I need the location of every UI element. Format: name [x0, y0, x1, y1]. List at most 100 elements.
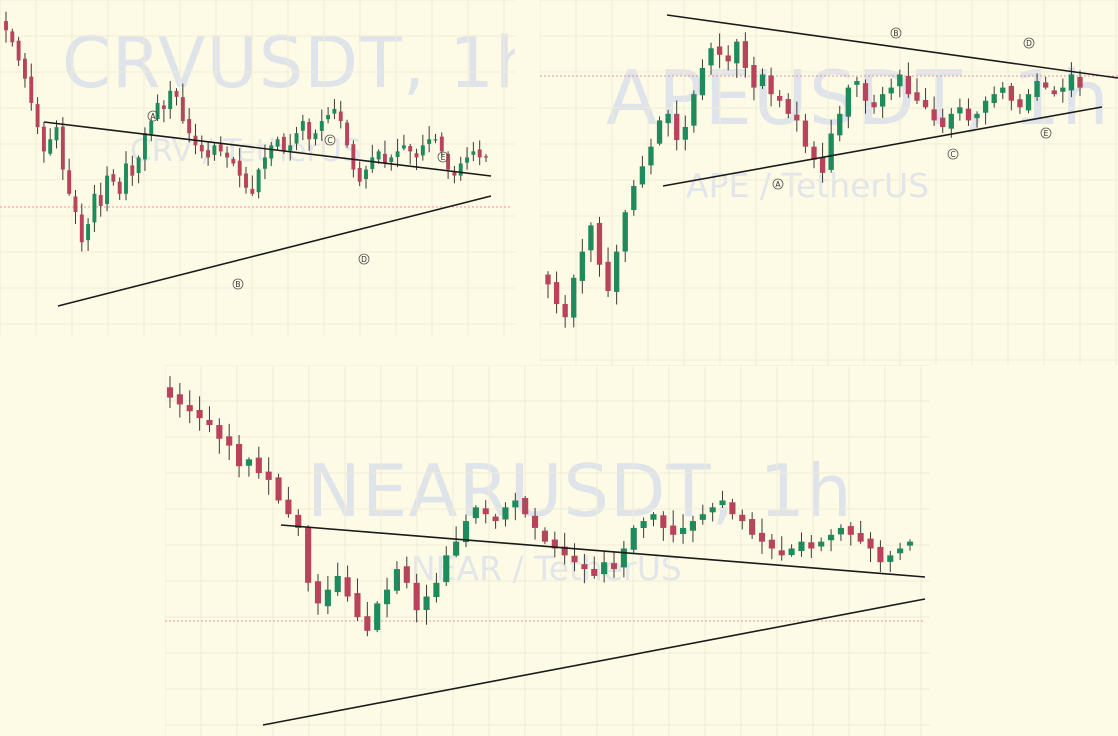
- crv-candle: [402, 145, 406, 148]
- crv-chart-panel: CRVUSDT, 1h CRV / TetherUS ABCDE: [0, 0, 515, 335]
- near-candle: [591, 569, 597, 576]
- ape-candle: [1009, 86, 1014, 101]
- ape-chart-panel: APEUSDT, 1h APE / TetherUS A B C D E: [540, 0, 1118, 365]
- near-candle: [848, 526, 854, 535]
- near-candle: [680, 528, 686, 534]
- ape-candle: [597, 223, 602, 265]
- ape-candle: [623, 212, 628, 251]
- ape-candle: [726, 55, 731, 61]
- ape-candle: [1060, 88, 1065, 92]
- crv-candle: [206, 150, 210, 157]
- ape-candle: [743, 41, 748, 68]
- near-candle: [433, 583, 439, 597]
- near-candle: [808, 542, 814, 548]
- crv-candle: [36, 104, 40, 127]
- near-candle: [877, 547, 883, 562]
- crv-candle: [4, 21, 8, 30]
- ape-candle: [614, 252, 619, 292]
- crv-candle: [187, 119, 191, 133]
- ape-lower-trendline: [663, 107, 1102, 186]
- near-candle: [473, 507, 479, 518]
- near-candle: [710, 507, 716, 512]
- near-candle: [423, 597, 429, 610]
- crv-candle: [42, 127, 46, 152]
- crv-candle: [124, 164, 128, 194]
- ape-candle: [545, 275, 550, 285]
- near-candle: [581, 564, 587, 569]
- crv-wave-label-e-letter: E: [441, 153, 446, 162]
- crv-candle: [231, 159, 235, 164]
- ape-candle: [949, 114, 954, 129]
- near-candle: [601, 562, 607, 574]
- crv-candle: [326, 115, 330, 119]
- crv-candle: [181, 97, 185, 121]
- crv-candle: [61, 127, 65, 170]
- crv-candle: [301, 121, 305, 131]
- near-candle: [621, 549, 627, 568]
- near-candle: [335, 576, 341, 592]
- ape-chart-svg: ABCDE: [540, 0, 1118, 365]
- ape-candle: [889, 88, 894, 94]
- near-candle: [216, 425, 222, 439]
- near-candle: [266, 472, 272, 480]
- near-candle: [749, 519, 755, 535]
- crv-wave-label-a-letter: A: [150, 112, 156, 121]
- crv-candle: [137, 157, 141, 173]
- ape-candle: [906, 76, 911, 94]
- ape-candle: [657, 120, 662, 143]
- ape-candle: [683, 127, 688, 140]
- ape-candle: [708, 48, 713, 65]
- ape-candle: [914, 92, 919, 100]
- near-candle: [206, 420, 212, 425]
- near-candle: [512, 500, 518, 507]
- near-candle: [779, 550, 785, 555]
- near-candle: [167, 387, 173, 397]
- ape-wave-label-a: A: [773, 179, 783, 189]
- crv-candle: [118, 182, 122, 194]
- ape-candle: [700, 68, 705, 95]
- near-candle: [828, 535, 834, 540]
- ape-candle: [863, 83, 868, 101]
- crv-wave-label-c-letter: C: [327, 136, 332, 145]
- near-candle: [641, 521, 647, 528]
- crv-candle: [111, 174, 115, 182]
- crv-candle: [276, 139, 280, 146]
- near-candle: [798, 542, 804, 551]
- ape-candle: [1077, 77, 1082, 88]
- near-candle: [719, 500, 725, 505]
- crv-candle: [421, 145, 425, 155]
- crv-candle: [389, 157, 393, 162]
- ape-wave-label-c: C: [948, 149, 958, 159]
- crv-wave-label-c: C: [325, 135, 335, 145]
- crv-candle: [320, 121, 324, 131]
- crv-candle: [288, 145, 292, 150]
- near-candle: [502, 507, 508, 519]
- crv-wave-label-b-letter: B: [235, 280, 240, 289]
- near-candle: [611, 563, 617, 569]
- ape-wave-label-d: D: [1024, 38, 1034, 48]
- near-candle: [690, 521, 696, 531]
- ape-candle: [751, 65, 756, 88]
- ape-candle: [974, 114, 979, 118]
- ape-candle: [871, 102, 876, 107]
- ape-wave-label-d-letter: D: [1026, 39, 1032, 48]
- crv-candle: [345, 123, 349, 146]
- crv-chart-svg: A B C D E: [0, 0, 515, 335]
- ape-candle: [957, 107, 962, 113]
- crv-candle: [23, 59, 27, 79]
- ape-candle: [1069, 74, 1074, 90]
- crv-candle: [29, 77, 33, 103]
- near-candle: [542, 531, 548, 542]
- near-candle: [364, 616, 370, 631]
- crv-candle: [434, 139, 438, 140]
- ape-candle: [571, 278, 576, 318]
- crv-candle: [99, 195, 103, 206]
- near-candle: [759, 533, 765, 542]
- ape-candle: [897, 74, 902, 86]
- crv-candle: [415, 153, 419, 157]
- ape-candle: [580, 252, 585, 281]
- crv-candle: [238, 161, 242, 176]
- crv-candle: [383, 154, 387, 164]
- near-candle: [818, 542, 824, 547]
- crv-candle: [212, 145, 216, 155]
